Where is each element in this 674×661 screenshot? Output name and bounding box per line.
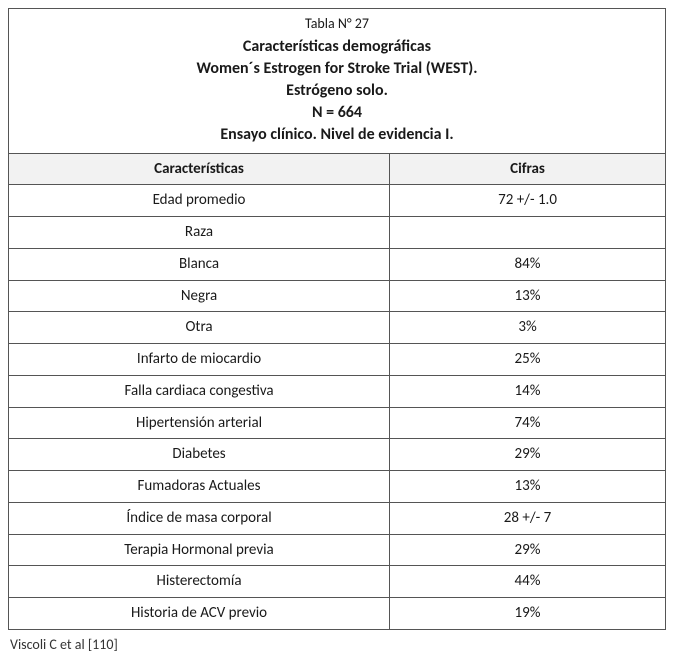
row-value: 19% — [390, 598, 666, 630]
table-row: Terapia Hormonal previa29% — [9, 534, 666, 566]
title-line-1: Women´s Estrogen for Stroke Trial (WEST)… — [19, 59, 655, 79]
table-row: Índice de masa corporal28 +/- 7 — [9, 502, 666, 534]
row-value: 13% — [390, 280, 666, 312]
row-value — [390, 217, 666, 249]
row-label: Historia de ACV previo — [9, 598, 390, 630]
table-header-row: Características Cifras — [9, 153, 666, 185]
row-label: Falla cardiaca congestiva — [9, 375, 390, 407]
table-row: Edad promedio72 +/- 1.0 — [9, 185, 666, 217]
table-row: Otra3% — [9, 312, 666, 344]
demographics-table: Tabla N° 27 Características demográficas… — [8, 8, 666, 630]
col-header-characteristics: Características — [9, 153, 390, 185]
row-value: 13% — [390, 471, 666, 503]
row-label: Negra — [9, 280, 390, 312]
title-line-4: Ensayo clínico. Nivel de evidencia I. — [19, 125, 655, 145]
title-line-2: Estrógeno solo. — [19, 81, 655, 101]
title-line-3: N = 664 — [19, 103, 655, 123]
table-row: Negra13% — [9, 280, 666, 312]
row-label: Infarto de miocardio — [9, 344, 390, 376]
row-label: Terapia Hormonal previa — [9, 534, 390, 566]
row-value: 14% — [390, 375, 666, 407]
row-label: Índice de masa corporal — [9, 502, 390, 534]
table-row: Falla cardiaca congestiva14% — [9, 375, 666, 407]
table-row: Fumadoras Actuales13% — [9, 471, 666, 503]
row-value: 29% — [390, 439, 666, 471]
table-row: Historia de ACV previo19% — [9, 598, 666, 630]
table-row: Blanca84% — [9, 248, 666, 280]
row-value: 28 +/- 7 — [390, 502, 666, 534]
row-value: 44% — [390, 566, 666, 598]
row-value: 84% — [390, 248, 666, 280]
row-value: 72 +/- 1.0 — [390, 185, 666, 217]
table-row: Raza — [9, 217, 666, 249]
row-label: Fumadoras Actuales — [9, 471, 390, 503]
row-value: 25% — [390, 344, 666, 376]
row-label: Otra — [9, 312, 390, 344]
row-value: 74% — [390, 407, 666, 439]
title-line-0: Características demográficas — [19, 37, 655, 57]
row-label: Diabetes — [9, 439, 390, 471]
row-value: 29% — [390, 534, 666, 566]
row-label: Raza — [9, 217, 390, 249]
table-title-cell: Tabla N° 27 Características demográficas… — [9, 9, 666, 154]
table-row: Hipertensión arterial74% — [9, 407, 666, 439]
row-label: Blanca — [9, 248, 390, 280]
row-value: 3% — [390, 312, 666, 344]
row-label: Edad promedio — [9, 185, 390, 217]
row-label: Histerectomía — [9, 566, 390, 598]
table-row: Diabetes29% — [9, 439, 666, 471]
col-header-values: Cifras — [390, 153, 666, 185]
table-number: Tabla N° 27 — [19, 15, 655, 33]
table-footnote: Viscoli C et al [110] — [8, 636, 666, 653]
table-row: Infarto de miocardio25% — [9, 344, 666, 376]
table-row: Histerectomía44% — [9, 566, 666, 598]
row-label: Hipertensión arterial — [9, 407, 390, 439]
